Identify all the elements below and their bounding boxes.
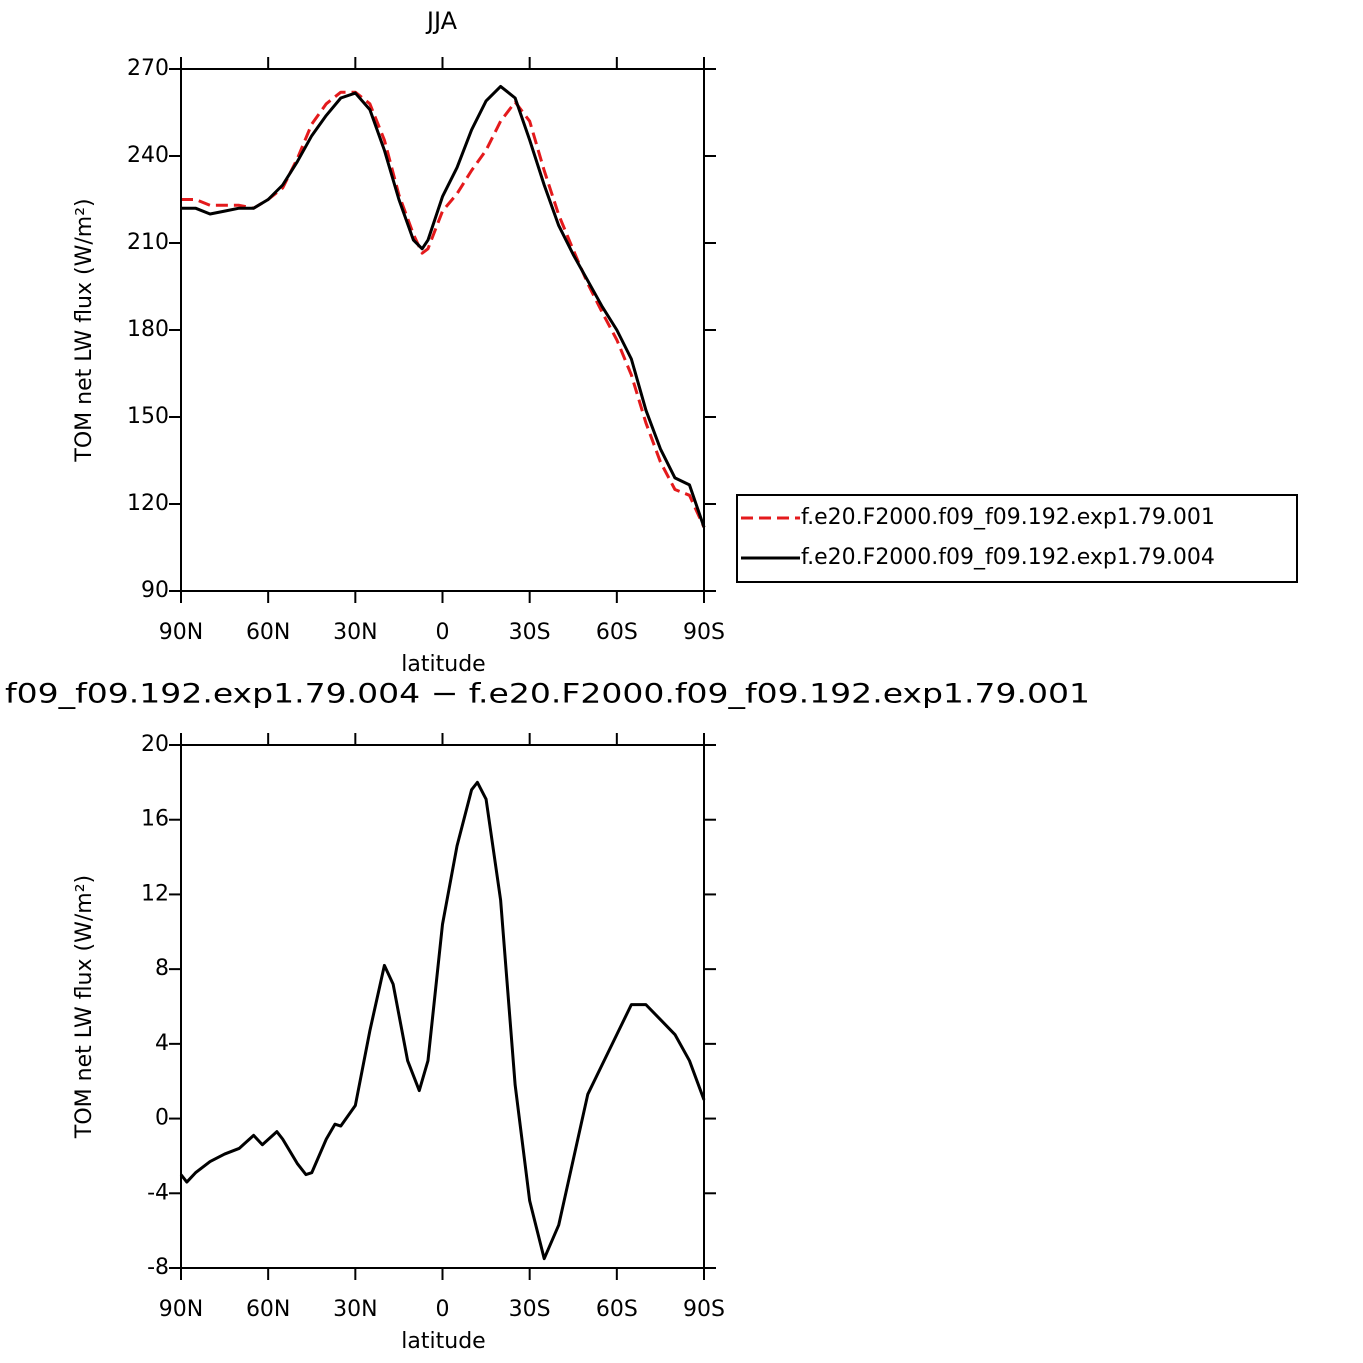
- y-tick-label: 8: [155, 956, 169, 981]
- data-line: [181, 90, 706, 528]
- legend-box: [736, 494, 1298, 583]
- x-tick-label: 30S: [509, 1297, 551, 1322]
- data-line: [179, 780, 706, 1261]
- x-tick-label: 30N: [333, 620, 377, 645]
- y-tick-label: -8: [147, 1255, 169, 1280]
- y-tick-label: 150: [127, 404, 169, 429]
- x-tick-label: 60S: [596, 620, 638, 645]
- y-tick-label: 4: [155, 1031, 169, 1056]
- x-tick-label: 0: [436, 620, 450, 645]
- plot-frame: [180, 68, 705, 592]
- x-tick-label: 90S: [683, 1297, 725, 1322]
- x-tick-label: 90N: [159, 1297, 203, 1322]
- y-tick-label: 0: [155, 1106, 169, 1131]
- chart-title: f09_f09.192.exp1.79.004 − f.e20.F2000.f0…: [5, 679, 1090, 710]
- x-axis-label: latitude: [401, 652, 485, 677]
- y-tick-label: -4: [147, 1180, 169, 1205]
- x-tick-label: 60S: [596, 1297, 638, 1322]
- y-tick-label: 20: [141, 732, 169, 757]
- x-tick-label: 90N: [159, 620, 203, 645]
- x-tick-label: 30S: [509, 620, 551, 645]
- y-tick-label: 16: [141, 807, 169, 832]
- legend-label: f.e20.F2000.f09_f09.192.exp1.79.004: [801, 545, 1215, 570]
- y-tick-label: 90: [141, 578, 169, 603]
- data-line: [181, 84, 706, 528]
- x-tick-label: 30N: [333, 1297, 377, 1322]
- y-tick-label: 120: [127, 491, 169, 516]
- x-tick-label: 90S: [683, 620, 725, 645]
- x-axis-label: latitude: [401, 1329, 485, 1354]
- y-tick-label: 210: [127, 230, 169, 255]
- chart-title: JJA: [425, 7, 458, 35]
- y-tick-label: 12: [141, 881, 169, 906]
- y-tick-label: 240: [127, 143, 169, 168]
- x-tick-label: 60N: [246, 1297, 290, 1322]
- y-tick-label: 270: [127, 56, 169, 81]
- x-tick-label: 60N: [246, 620, 290, 645]
- plot-frame: [180, 744, 705, 1269]
- y-axis-label: TOM net LW flux (W/m²): [72, 198, 97, 462]
- x-tick-label: 0: [436, 1297, 450, 1322]
- y-tick-label: 180: [127, 317, 169, 342]
- y-axis-label: TOM net LW flux (W/m²): [72, 875, 97, 1139]
- legend-label: f.e20.F2000.f09_f09.192.exp1.79.001: [801, 505, 1215, 530]
